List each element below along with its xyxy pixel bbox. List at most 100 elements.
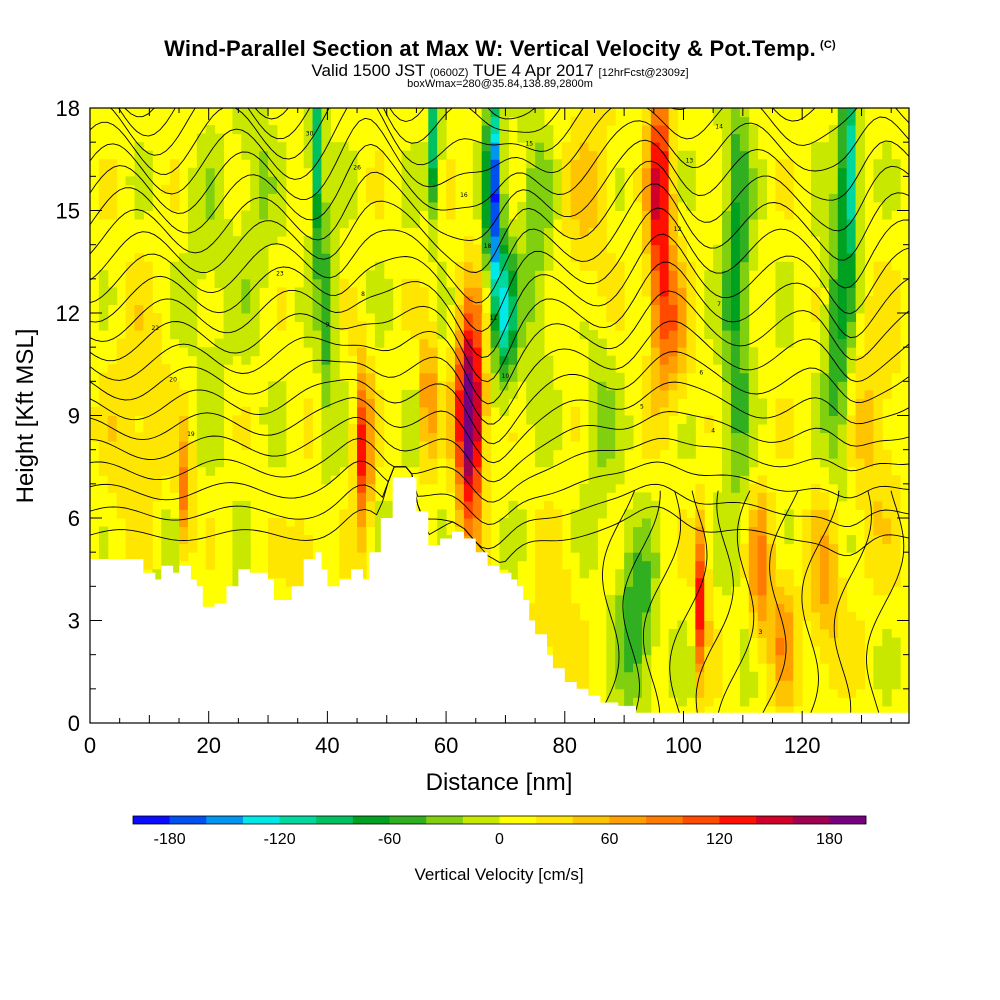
velocity-cell	[196, 159, 207, 169]
velocity-cell	[704, 304, 714, 314]
velocity-cell	[214, 389, 225, 399]
velocity-cell	[775, 586, 785, 596]
velocity-cell	[517, 210, 527, 220]
velocity-cell	[713, 338, 723, 348]
velocity-cell	[624, 629, 634, 639]
velocity-cell	[223, 295, 233, 305]
velocity-cell	[650, 500, 661, 510]
velocity-cell	[757, 535, 768, 545]
velocity-cell	[891, 338, 901, 348]
velocity-cell	[828, 176, 839, 186]
velocity-cell	[499, 210, 509, 220]
velocity-cell	[739, 552, 750, 562]
velocity-cell	[561, 227, 572, 237]
velocity-cell	[330, 330, 340, 340]
velocity-cell	[882, 347, 892, 357]
velocity-cell	[722, 466, 732, 476]
velocity-cell	[819, 535, 830, 545]
velocity-cell	[312, 313, 322, 323]
velocity-cell	[454, 270, 465, 280]
velocity-cell	[695, 629, 705, 639]
velocity-cell	[463, 381, 474, 391]
velocity-cell	[526, 278, 536, 288]
velocity-cell	[668, 210, 679, 220]
velocity-cell	[748, 492, 759, 502]
velocity-cell	[704, 671, 714, 681]
velocity-cell	[374, 167, 385, 177]
velocity-cell	[659, 210, 670, 220]
velocity-cell	[143, 261, 153, 271]
velocity-cell	[303, 424, 314, 434]
velocity-cell	[633, 629, 643, 639]
velocity-cell	[659, 159, 670, 169]
velocity-cell	[730, 560, 741, 570]
velocity-cell	[205, 466, 216, 476]
velocity-cell	[828, 184, 839, 194]
theta-contour-label: 12	[674, 226, 682, 233]
velocity-cell	[446, 441, 456, 451]
velocity-cell	[713, 509, 723, 519]
velocity-cell	[125, 552, 136, 562]
velocity-cell	[116, 492, 127, 502]
velocity-cell	[125, 338, 136, 348]
velocity-cell	[544, 244, 554, 254]
velocity-cell	[748, 236, 759, 246]
velocity-cell	[205, 518, 216, 528]
velocity-cell	[374, 159, 385, 169]
velocity-cell	[677, 253, 687, 263]
velocity-cell	[161, 372, 171, 382]
velocity-cell	[268, 441, 278, 451]
velocity-cell	[579, 526, 590, 536]
velocity-cell	[641, 381, 652, 391]
velocity-cell	[454, 483, 465, 493]
velocity-cell	[125, 406, 136, 416]
velocity-cell	[633, 569, 643, 579]
velocity-cell	[330, 295, 340, 305]
velocity-cell	[481, 167, 492, 177]
velocity-cell	[846, 108, 857, 118]
velocity-cell	[107, 372, 118, 382]
velocity-cell	[766, 603, 776, 613]
velocity-cell	[624, 646, 634, 656]
velocity-cell	[374, 441, 385, 451]
velocity-cell	[303, 295, 314, 305]
velocity-cell	[784, 304, 794, 314]
velocity-cell	[116, 466, 127, 476]
velocity-cell	[205, 227, 216, 237]
velocity-cell	[250, 304, 260, 314]
velocity-cell	[873, 466, 883, 476]
velocity-cell	[864, 475, 874, 485]
velocity-cell	[855, 219, 865, 229]
velocity-cell	[730, 227, 741, 237]
velocity-cell	[561, 646, 572, 656]
velocity-cell	[588, 142, 598, 152]
velocity-cell	[722, 492, 732, 502]
velocity-cell	[214, 406, 225, 416]
velocity-cell	[348, 518, 358, 528]
velocity-cell	[544, 424, 554, 434]
velocity-cell	[588, 406, 598, 416]
velocity-cell	[250, 108, 260, 118]
velocity-cell	[722, 586, 732, 596]
velocity-cell	[891, 304, 901, 314]
velocity-cell	[125, 458, 136, 468]
velocity-cell	[561, 629, 572, 639]
velocity-cell	[330, 338, 340, 348]
velocity-cell	[677, 321, 687, 331]
velocity-cell	[882, 697, 892, 707]
velocity-cell	[241, 441, 251, 451]
velocity-cell	[205, 364, 216, 374]
velocity-cell	[419, 193, 429, 203]
velocity-cell	[855, 415, 865, 425]
velocity-cell	[339, 552, 349, 562]
velocity-cell	[143, 295, 153, 305]
velocity-cell	[187, 526, 198, 536]
velocity-cell	[668, 295, 679, 305]
velocity-cell	[819, 167, 830, 177]
velocity-cell	[472, 441, 483, 451]
velocity-cell	[713, 552, 723, 562]
velocity-cell	[677, 184, 687, 194]
velocity-cell	[757, 500, 768, 510]
velocity-cell	[312, 167, 322, 177]
velocity-cell	[348, 500, 358, 510]
